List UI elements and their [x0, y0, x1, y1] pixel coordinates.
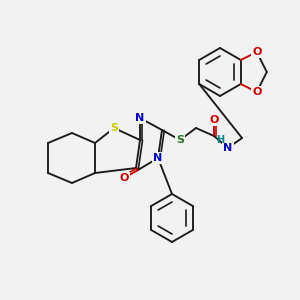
Text: N: N [153, 153, 163, 163]
Text: O: O [252, 87, 262, 97]
Text: O: O [252, 47, 262, 57]
Text: O: O [209, 115, 219, 125]
Text: N: N [224, 143, 232, 153]
Text: S: S [176, 135, 184, 145]
Text: H: H [216, 135, 224, 145]
Text: S: S [110, 123, 118, 133]
Text: N: N [135, 113, 145, 123]
Text: O: O [119, 173, 129, 183]
